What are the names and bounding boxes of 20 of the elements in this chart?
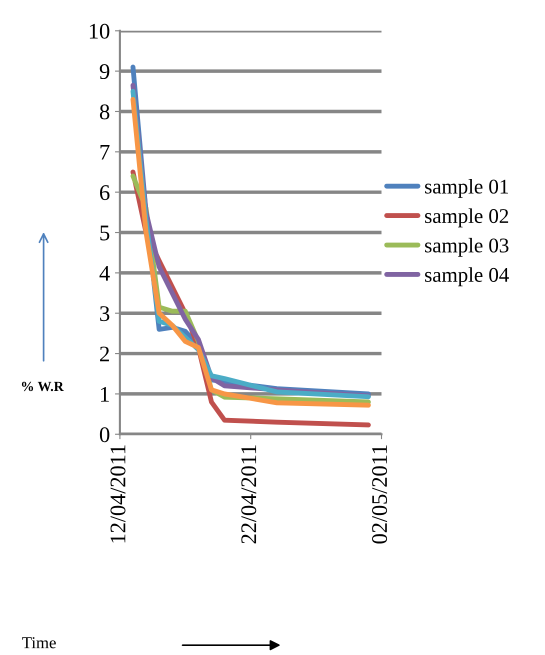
legend-label: sample 01	[425, 178, 508, 198]
y-tick-label: 2	[100, 346, 109, 362]
y-tick-label: 4	[100, 266, 110, 281]
y-tick-label: 1	[101, 386, 109, 402]
y-tick-label: 0	[100, 427, 110, 442]
x-tick-label: 22/04/2011	[241, 445, 256, 544]
text: Time	[22, 637, 56, 648]
y-tick-label: 5	[100, 226, 110, 240]
legend-label: sample 04	[425, 267, 509, 286]
x-tick-label: 12/04/2011	[110, 445, 126, 542]
y-tick-label: 10	[90, 24, 110, 39]
y-axis-title: % W.R	[22, 382, 64, 392]
x-tick-label: 02/05/2011	[372, 445, 388, 544]
y-tick-label: 9	[100, 64, 110, 80]
legend-label: sample 02	[425, 208, 508, 228]
y-tick-label: 8	[100, 104, 110, 120]
y-tick-label: 3	[100, 306, 110, 322]
legend-label: sample 03	[425, 238, 508, 257]
y-tick-label: 7	[100, 144, 110, 160]
y-tick-label: 6	[100, 185, 110, 200]
